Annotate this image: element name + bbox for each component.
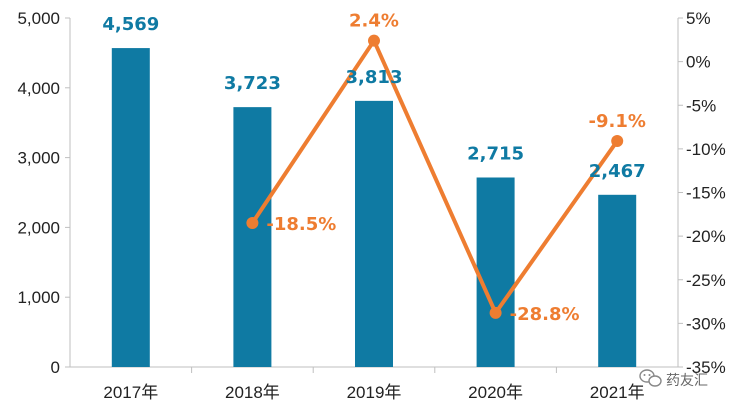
growth-value-label: -18.5% <box>266 214 336 235</box>
bars <box>111 48 637 368</box>
bar-value-label: 2,715 <box>467 143 524 164</box>
right-tick-label: 5% <box>686 9 711 28</box>
right-tick-label: -15% <box>686 184 726 203</box>
growth-line <box>246 34 624 319</box>
x-tick-label: 2021年 <box>590 383 645 402</box>
left-tick-label: 2,000 <box>17 218 60 237</box>
left-tick-label: 4,000 <box>17 79 60 98</box>
watermark: 药友汇 <box>639 369 708 389</box>
growth-value-label: -9.1% <box>588 111 645 132</box>
growth-point <box>611 135 624 148</box>
x-tick-label: 2020年 <box>468 383 523 402</box>
x-tick-label: 2018年 <box>225 383 280 402</box>
right-tick-label: -30% <box>686 314 726 333</box>
growth-point <box>246 217 259 230</box>
x-tick-label: 2017年 <box>103 383 158 402</box>
right-tick-label: 0% <box>686 53 711 72</box>
bar <box>233 107 272 368</box>
bar <box>476 177 515 367</box>
growth-value-label: 2.4% <box>349 11 399 32</box>
left-tick-label: 1,000 <box>17 288 60 307</box>
growth-line-path <box>250 38 619 315</box>
growth-value-label: -28.8% <box>510 304 580 325</box>
axes: 0 1,000 2,000 3,000 4,000 5,000 5% 0% -5% -10% -15… <box>17 9 725 402</box>
bar <box>111 48 150 367</box>
bar-value-label: 3,723 <box>224 73 281 94</box>
bar-value-label: 3,813 <box>346 67 403 88</box>
watermark-text: 药友汇 <box>666 373 708 389</box>
right-tick-label: -5% <box>686 96 716 115</box>
right-tick-label: -10% <box>686 140 726 159</box>
growth-point <box>368 34 380 47</box>
bar-value-label: 4,569 <box>102 14 159 35</box>
x-tick-label: 2019年 <box>347 383 402 402</box>
left-tick-label: 3,000 <box>17 149 60 168</box>
left-tick-label: 0 <box>51 358 60 377</box>
bar <box>355 100 393 367</box>
growth-point <box>489 306 502 319</box>
right-tick-label: -20% <box>686 227 726 246</box>
bar-value-label: 2,467 <box>589 161 646 182</box>
wechat-icon <box>639 369 662 387</box>
data-labels: 4,569 3,723 3,813 2,715 2,467 -18.5% 2.4% -28.8… <box>102 11 646 325</box>
right-tick-label: -25% <box>686 271 726 290</box>
right-tick-label: -35% <box>686 358 726 377</box>
bar <box>598 194 637 367</box>
left-tick-label: 5,000 <box>17 9 60 28</box>
